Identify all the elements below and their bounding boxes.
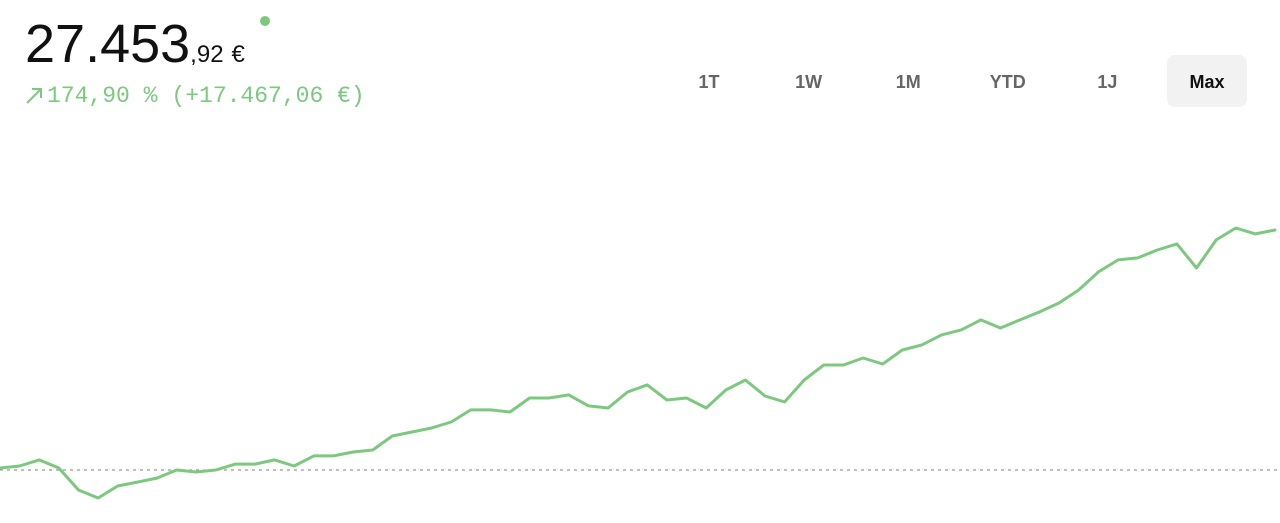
range-button[interactable]: 1M (896, 72, 921, 92)
chart (0, 226, 1280, 500)
range-button[interactable]: 1J (1097, 72, 1117, 92)
button-label: YTD (990, 72, 1026, 92)
range-button[interactable]: Max (1167, 55, 1247, 107)
change-percent: 174,90 % (47, 83, 158, 109)
button-label: 1W (795, 72, 822, 92)
change-amount: (+17.467,06 €) (171, 83, 364, 109)
button-background (1167, 55, 1247, 107)
button-label: 1M (896, 72, 921, 92)
range-button[interactable]: YTD (990, 72, 1026, 92)
range-selector: 1T 1W 1M YTD 1J Max (698, 55, 1247, 107)
button-label: Max (1189, 72, 1224, 92)
range-button[interactable]: 1T (698, 72, 719, 92)
range-button[interactable]: 1W (795, 72, 822, 92)
currency: € (232, 41, 246, 68)
change: 174,90 % (+17.467,06 €) (47, 83, 365, 109)
live-dot (260, 16, 270, 26)
value: 27.453,92 € (25, 14, 246, 74)
arrow-icon (26, 88, 42, 104)
value-main: 27.453 (25, 14, 190, 74)
button-label: 1J (1097, 72, 1117, 92)
button-label: 1T (698, 72, 719, 92)
value-cents: ,92 (190, 41, 223, 68)
price-line (0, 226, 1277, 500)
